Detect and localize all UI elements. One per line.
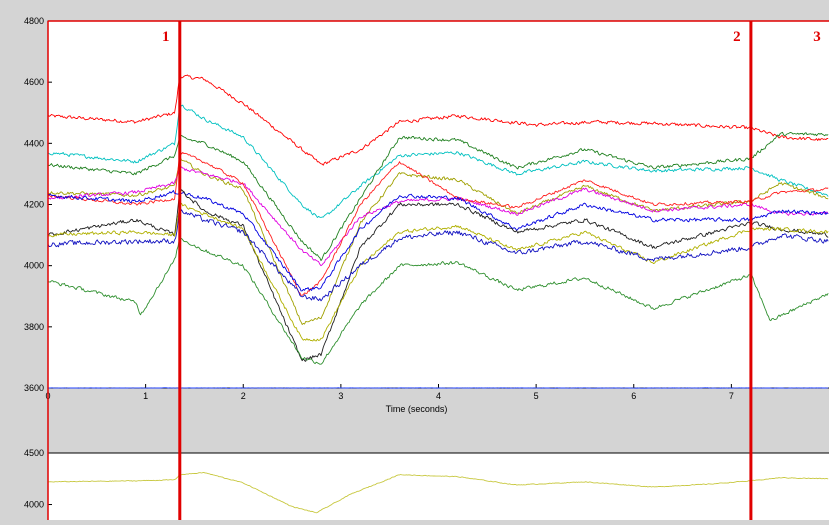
y-tick-label: 4400	[24, 138, 44, 148]
main-series-group	[47, 74, 829, 389]
x-tick-label: 5	[534, 391, 539, 401]
main-series-line-12	[47, 387, 829, 389]
main-series-line-2	[47, 104, 829, 218]
x-tick-label: 6	[631, 391, 636, 401]
x-tick-label: 1	[143, 391, 148, 401]
sub-series-group	[47, 471, 829, 514]
event-marker-label-3: 3	[813, 29, 821, 45]
sub-y-tick-label: 4000	[24, 500, 44, 510]
main-series-line-9	[47, 202, 829, 342]
y-tick-label: 4600	[24, 77, 44, 87]
main-series-line-11	[47, 238, 829, 365]
sub-y-tick-label: 4500	[24, 448, 44, 458]
y-tick-label: 4800	[24, 16, 44, 26]
main-series-line-8	[47, 189, 829, 362]
y-tick-label: 4000	[24, 261, 44, 271]
x-tick-label: 7	[729, 391, 734, 401]
x-tick-label: 2	[241, 391, 246, 401]
main-series-line-7	[47, 190, 829, 292]
event-marker-label-1: 1	[162, 29, 170, 45]
main-series-line-1	[47, 74, 829, 166]
y-tick-label: 3600	[24, 383, 44, 393]
sub-series-line-1	[47, 471, 829, 514]
event-markers: 1 2 3	[47, 20, 829, 520]
x-axis-label: Time (seconds)	[386, 404, 448, 414]
x-tick-label: 3	[338, 391, 343, 401]
x-tick-label: 4	[436, 391, 441, 401]
event-marker-label-2: 2	[733, 29, 741, 45]
main-series-line-6	[47, 151, 829, 296]
sub-plot: 4000 4500	[24, 448, 829, 523]
y-tick-label: 4200	[24, 200, 44, 210]
main-series-line-3	[47, 131, 829, 262]
sub-plot-area	[47, 452, 829, 523]
main-series-line-10	[47, 209, 829, 302]
main-series-line-5	[47, 166, 829, 267]
y-tick-label: 3800	[24, 322, 44, 332]
